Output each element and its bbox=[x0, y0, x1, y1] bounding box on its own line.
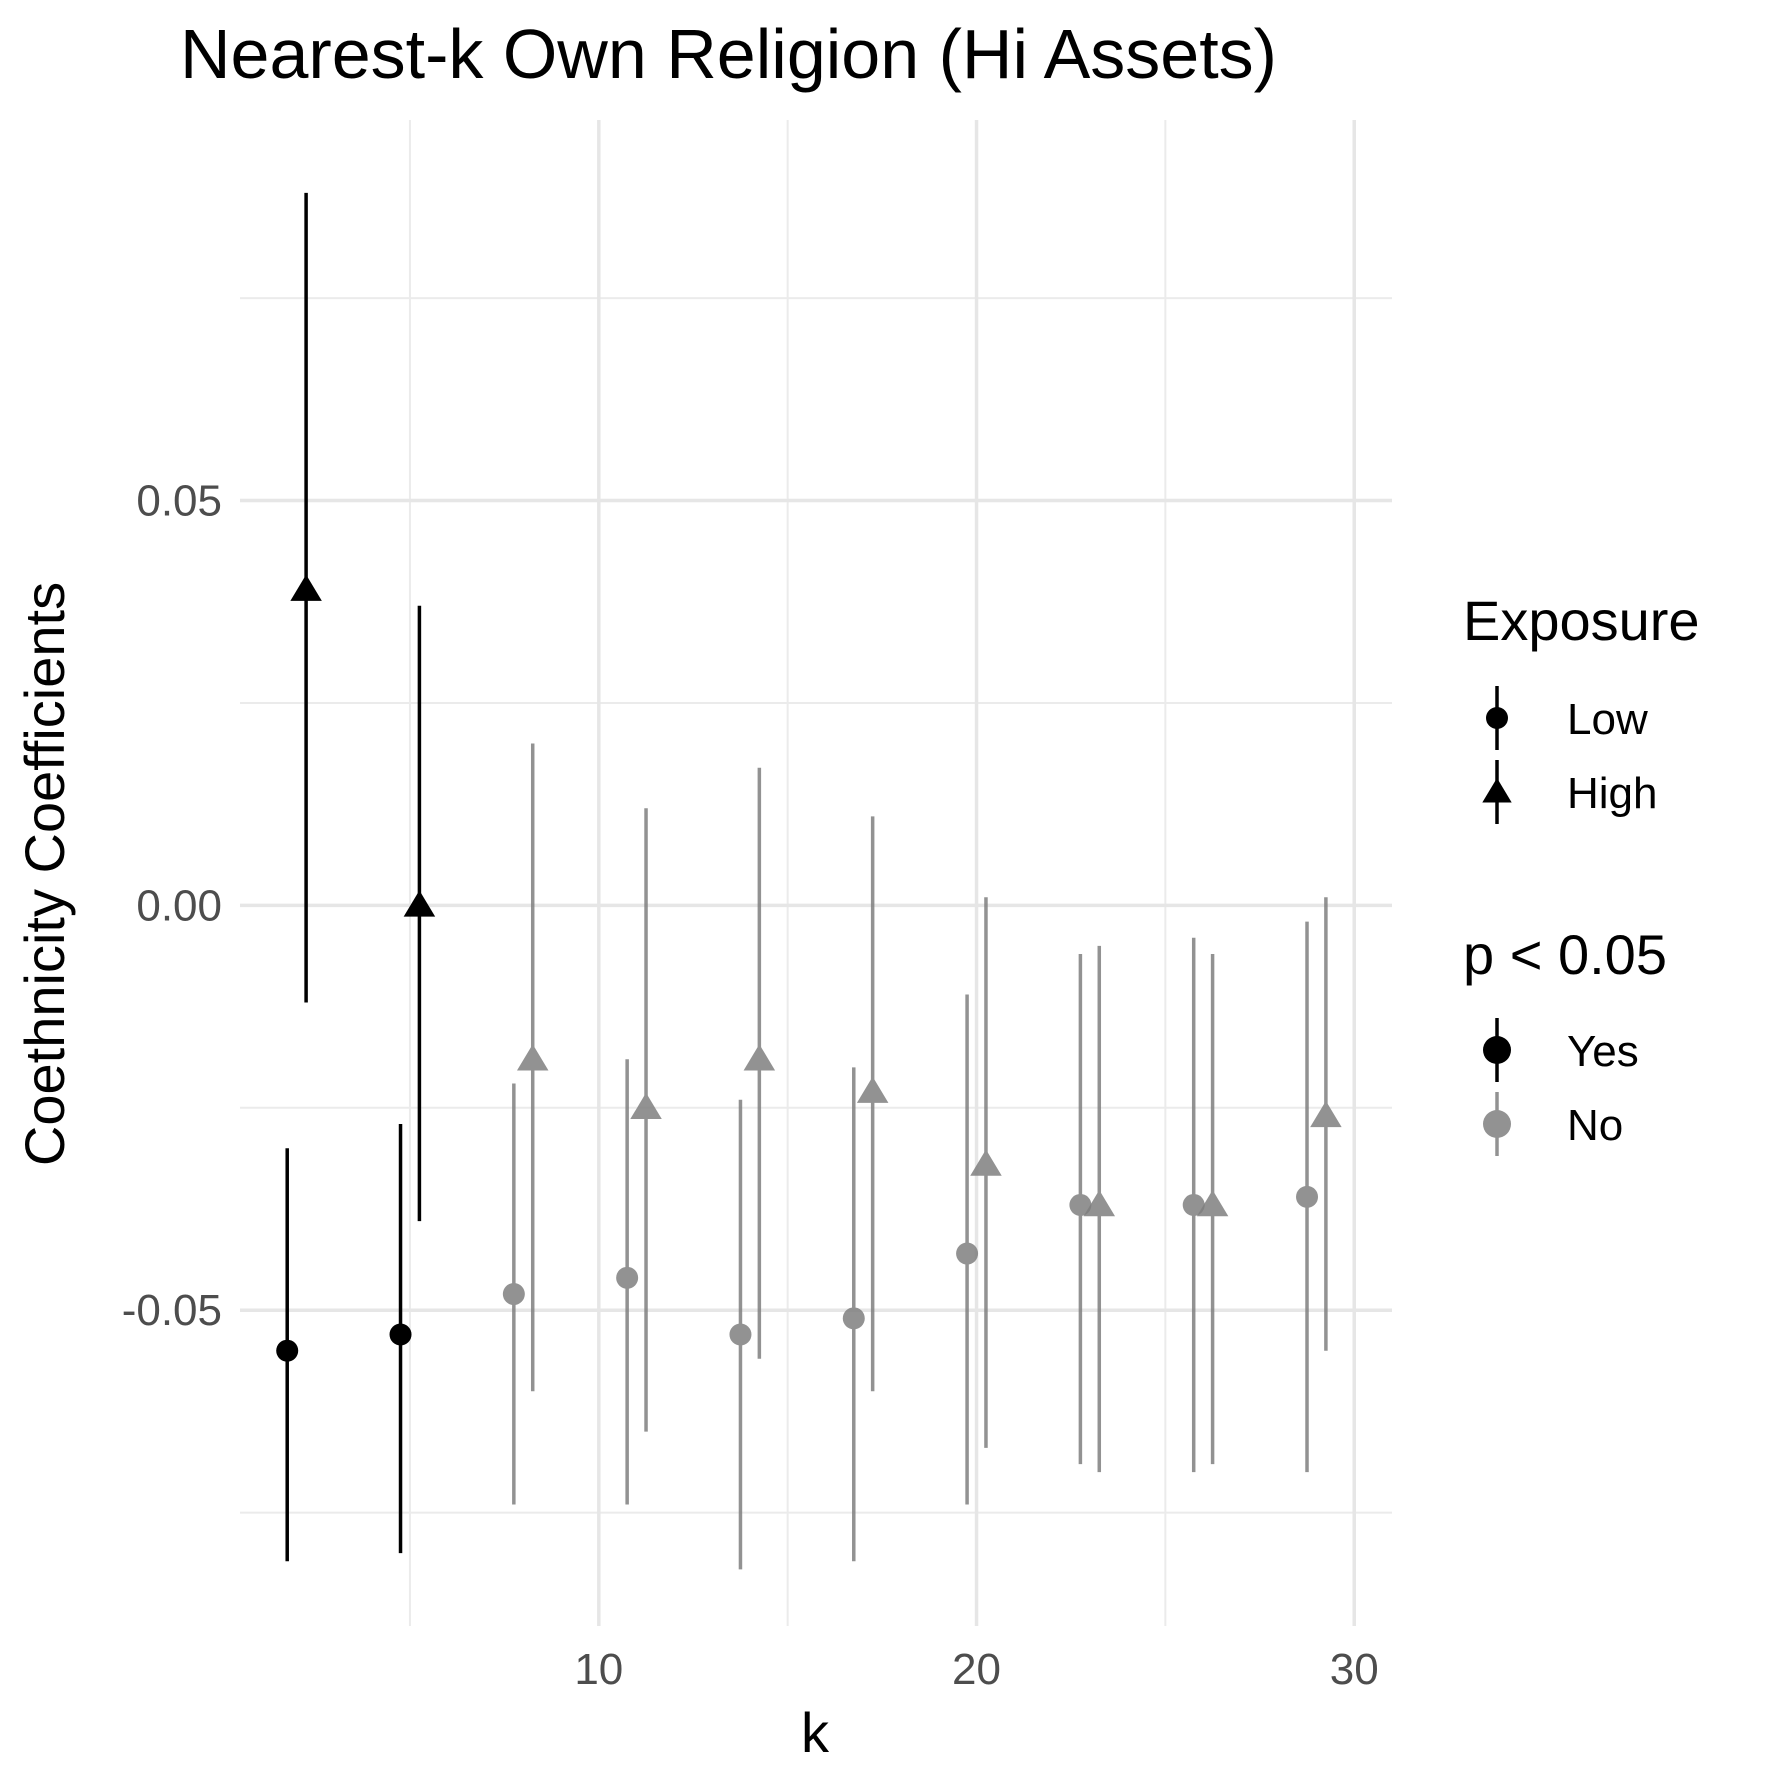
chart-title: Nearest-k Own Religion (Hi Assets) bbox=[180, 15, 1277, 93]
point-marker bbox=[403, 890, 436, 917]
point-high bbox=[630, 808, 662, 1432]
legend-key bbox=[1483, 1018, 1511, 1082]
point-marker bbox=[729, 1323, 752, 1346]
y-tick-label: -0.05 bbox=[122, 1286, 222, 1335]
point-low bbox=[616, 1059, 639, 1505]
legend-key-circle bbox=[1486, 707, 1508, 729]
point-low bbox=[842, 1067, 865, 1562]
y-axis-title: Coethnicity Coefficients bbox=[13, 582, 76, 1166]
point-marker bbox=[1196, 1189, 1229, 1217]
legend: Exposure Low High p < 0.05 Yes No bbox=[1463, 589, 1700, 1156]
point-low bbox=[729, 1099, 752, 1570]
y-tick-label: 0.00 bbox=[136, 881, 222, 930]
point-high bbox=[856, 816, 889, 1392]
point-low bbox=[1182, 937, 1205, 1473]
legend-label-yes: Yes bbox=[1567, 1027, 1639, 1076]
legend-label-no: No bbox=[1567, 1101, 1623, 1150]
legend-label-low: Low bbox=[1567, 695, 1648, 744]
point-marker bbox=[1310, 1100, 1342, 1128]
point-high bbox=[1196, 953, 1229, 1465]
point-marker bbox=[1182, 1193, 1205, 1216]
point-marker bbox=[1296, 1185, 1319, 1208]
point-marker bbox=[616, 1266, 639, 1289]
point-marker bbox=[389, 1323, 412, 1346]
grid bbox=[240, 120, 1392, 1626]
point-marker bbox=[1083, 1189, 1116, 1217]
point-low bbox=[502, 1083, 525, 1505]
x-tick-label: 30 bbox=[1330, 1645, 1379, 1694]
point-marker bbox=[290, 574, 322, 601]
chart-marks bbox=[276, 192, 1342, 1570]
point-marker bbox=[276, 1339, 299, 1362]
x-tick-label: 10 bbox=[574, 1645, 623, 1694]
point-high bbox=[970, 897, 1002, 1448]
point-low bbox=[276, 1148, 299, 1562]
point-high bbox=[516, 743, 549, 1392]
legend-title-p: p < 0.05 bbox=[1463, 923, 1667, 986]
legend-key-triangle bbox=[1482, 778, 1512, 803]
point-high bbox=[743, 767, 776, 1359]
point-low bbox=[1296, 921, 1319, 1473]
point-low bbox=[956, 994, 979, 1505]
point-marker bbox=[516, 1044, 549, 1071]
point-high bbox=[1310, 897, 1342, 1351]
point-marker bbox=[956, 1242, 979, 1265]
legend-key-circle bbox=[1483, 1036, 1511, 1064]
point-high bbox=[1083, 945, 1116, 1473]
legend-key-circle bbox=[1483, 1110, 1511, 1138]
point-marker bbox=[856, 1076, 889, 1103]
point-marker bbox=[970, 1149, 1002, 1176]
tick-labels: -0.05 0.00 0.05 10 20 30 bbox=[122, 477, 1379, 1694]
legend-key bbox=[1483, 1092, 1511, 1156]
point-marker bbox=[842, 1307, 865, 1330]
point-marker bbox=[630, 1092, 662, 1120]
x-tick-label: 20 bbox=[952, 1645, 1001, 1694]
point-high bbox=[290, 192, 322, 1003]
point-high bbox=[403, 605, 436, 1222]
point-low bbox=[389, 1124, 412, 1554]
x-axis-title: k bbox=[801, 1701, 830, 1764]
y-tick-label: 0.05 bbox=[136, 477, 222, 526]
point-marker bbox=[743, 1044, 776, 1071]
point-low bbox=[1069, 953, 1092, 1465]
point-marker bbox=[1069, 1193, 1092, 1216]
point-marker bbox=[502, 1283, 525, 1306]
legend-label-high: High bbox=[1567, 769, 1658, 818]
legend-title-exposure: Exposure bbox=[1463, 589, 1700, 652]
